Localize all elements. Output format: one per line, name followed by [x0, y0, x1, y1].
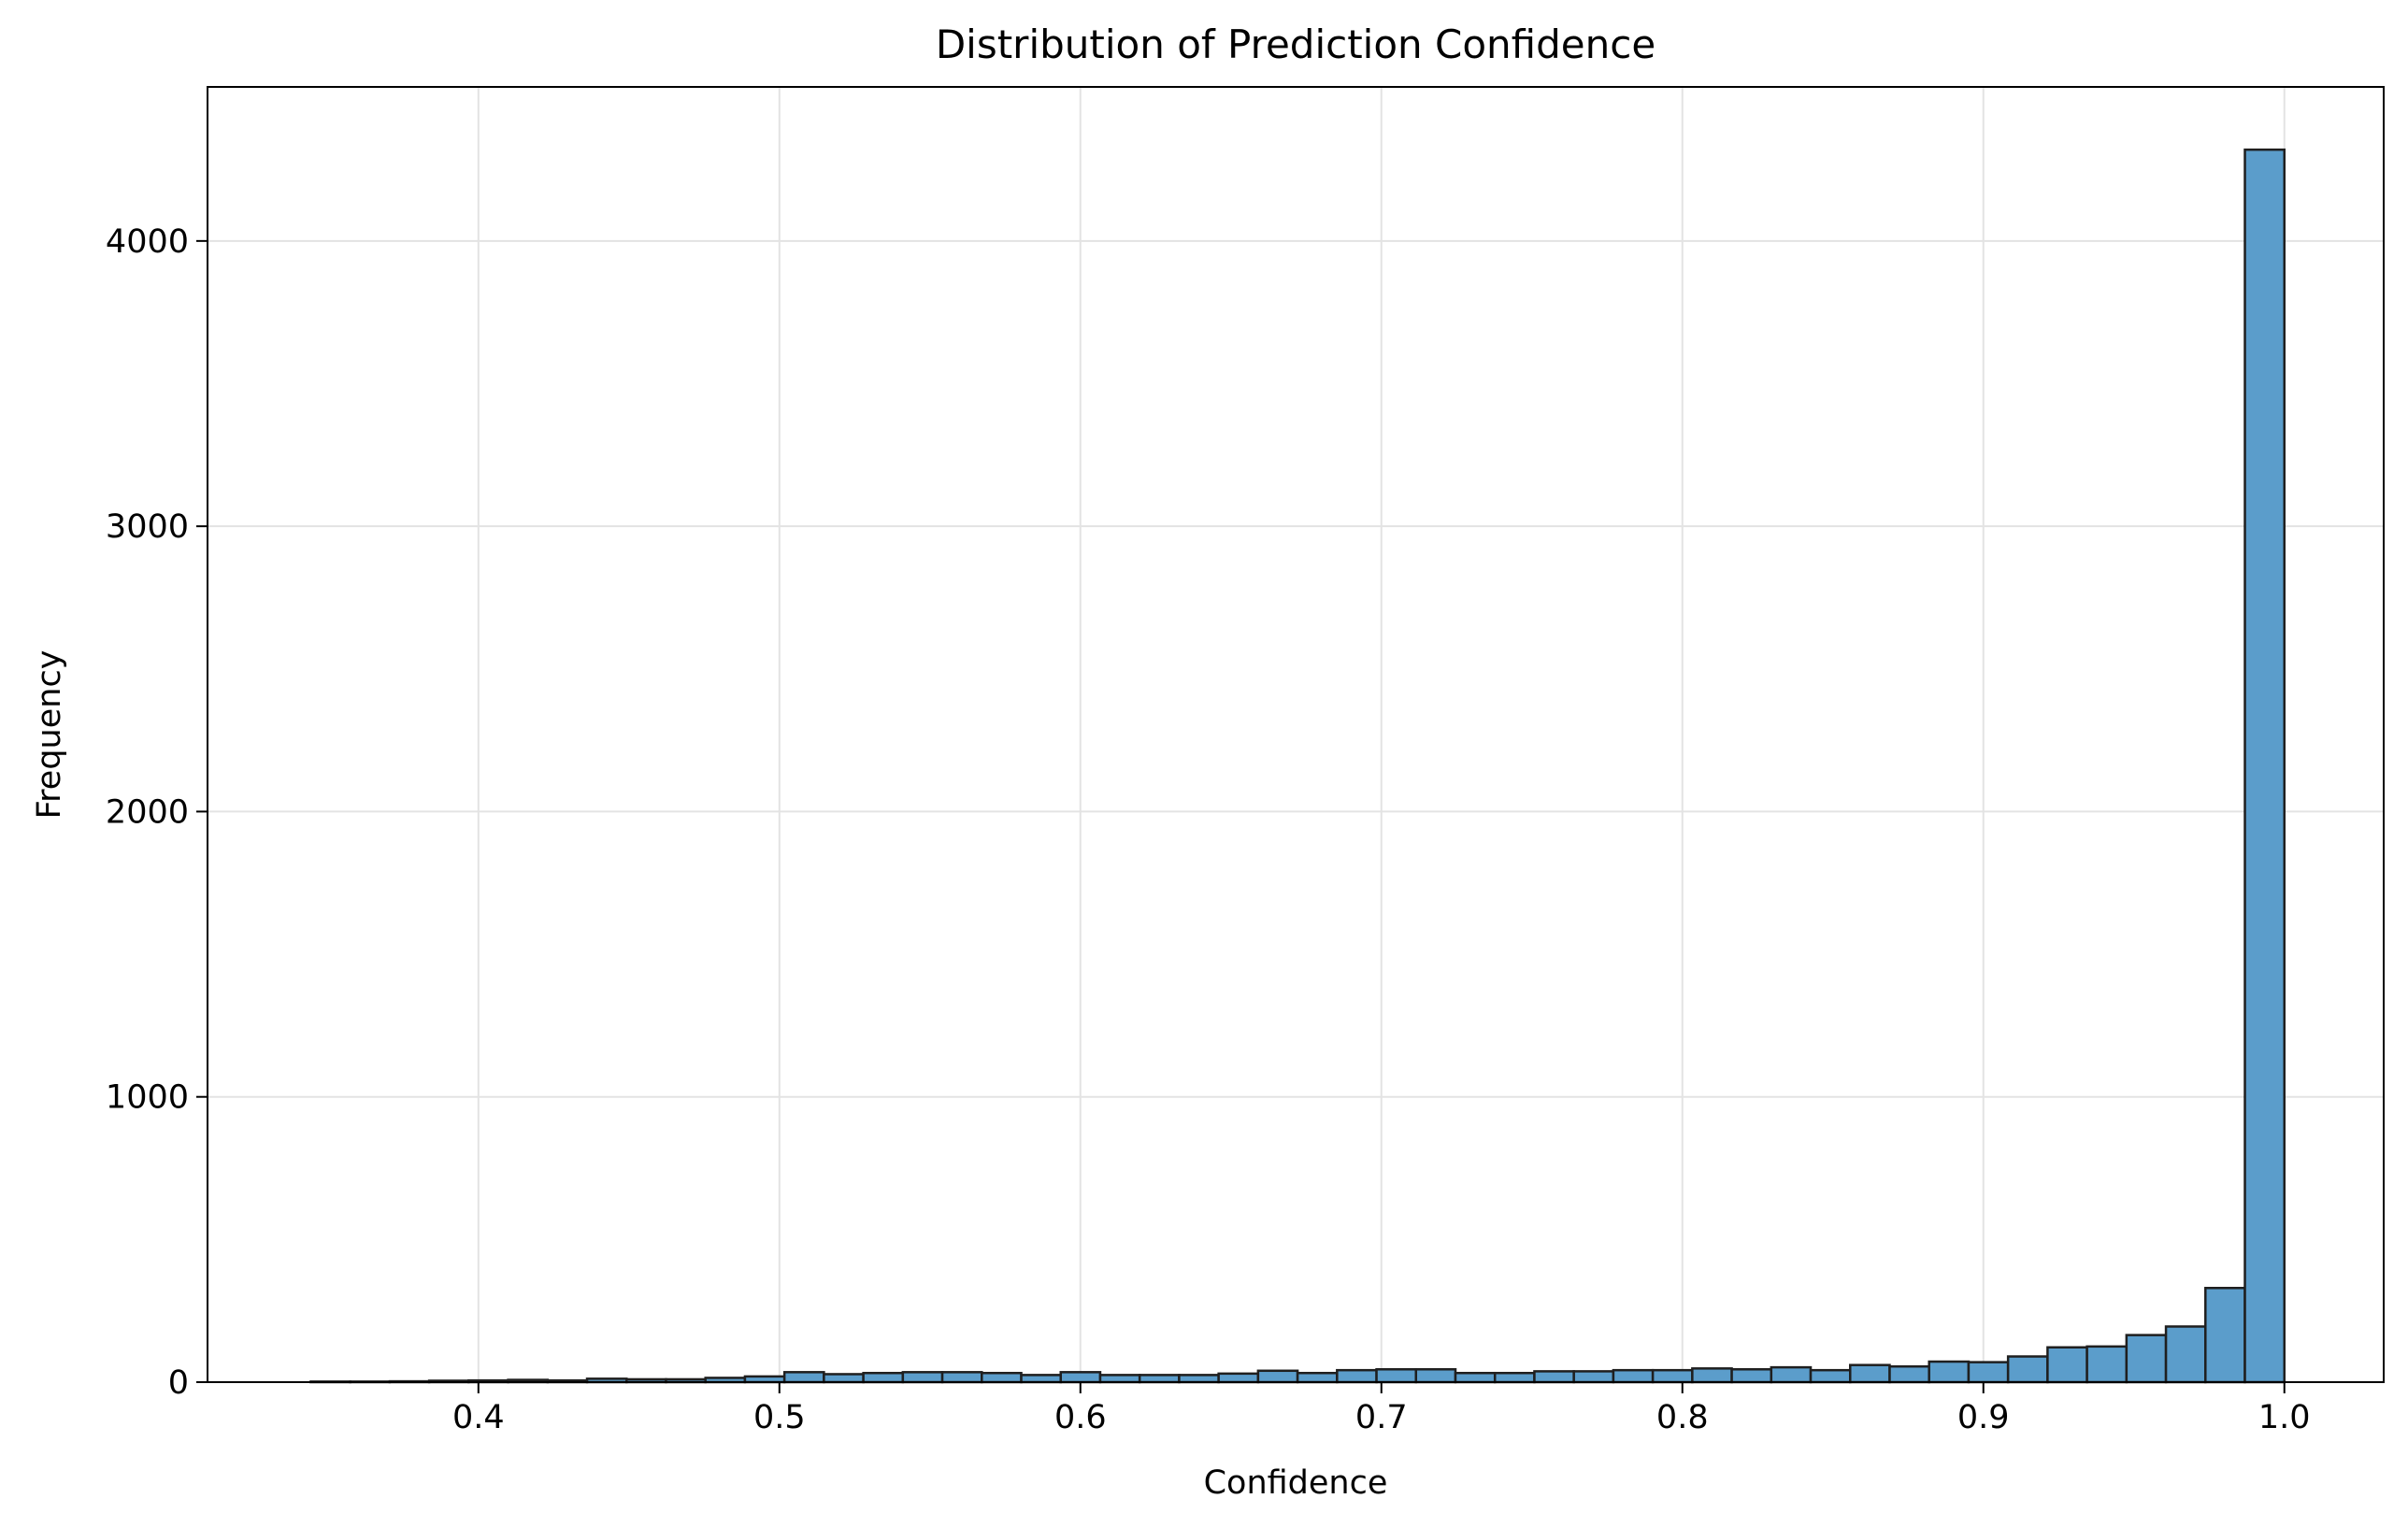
histogram-bar — [1730, 1368, 1773, 1384]
x-tick-label: 0.7 — [1355, 1399, 1408, 1436]
histogram-bar — [1375, 1368, 1418, 1384]
y-tick-label: 3000 — [106, 508, 189, 546]
histogram-bar — [1217, 1372, 1260, 1384]
histogram-bar — [2006, 1355, 2049, 1384]
histogram-bar — [901, 1371, 944, 1384]
histogram-bar — [1651, 1368, 1694, 1384]
histogram-bar — [1572, 1370, 1615, 1384]
histogram-bar — [823, 1373, 865, 1384]
histogram-bar — [1967, 1361, 2010, 1384]
histogram-bar — [1691, 1367, 1733, 1384]
histogram-bar — [1612, 1368, 1655, 1384]
histogram-bar — [1493, 1371, 1536, 1384]
histogram-bar — [1020, 1374, 1062, 1384]
histogram-bar — [1138, 1374, 1181, 1384]
plot-frame — [207, 86, 2385, 1383]
histogram-bar — [1888, 1364, 1930, 1384]
chart-title: Distribution of Prediction Confidence — [936, 21, 1656, 67]
histogram-bar — [1809, 1368, 1852, 1384]
histogram-bar — [1296, 1371, 1339, 1384]
histogram-bar — [1256, 1369, 1299, 1384]
histogram-bar — [981, 1371, 1023, 1384]
histogram-bar — [862, 1371, 905, 1384]
x-axis-ticks: 0.4 0.5 0.6 0.7 0.8 0.9 1.0 — [452, 1382, 2311, 1436]
histogram-bar — [2204, 1287, 2246, 1384]
histogram-bar — [1533, 1370, 1575, 1384]
x-tick-label: 0.6 — [1054, 1399, 1107, 1436]
grid-lines — [208, 87, 2384, 1383]
histogram-bar — [1336, 1368, 1378, 1384]
y-axis-label: Frequency — [31, 650, 68, 820]
histogram-bar — [2125, 1334, 2168, 1384]
y-tick-label: 4000 — [106, 223, 189, 261]
x-tick-label: 0.9 — [1957, 1399, 2010, 1436]
histogram-bar — [940, 1371, 983, 1384]
histogram-bar — [1178, 1374, 1220, 1384]
y-axis-ticks: 0 1000 2000 3000 4000 — [106, 223, 208, 1402]
histogram-bar — [2243, 148, 2286, 1384]
histogram-bar — [1414, 1368, 1457, 1384]
histogram-bar — [1059, 1371, 1102, 1384]
histogram-bar — [1849, 1363, 1891, 1384]
x-tick-label: 0.5 — [753, 1399, 806, 1436]
y-tick-label: 1000 — [106, 1079, 189, 1117]
histogram-bar — [1454, 1371, 1497, 1384]
histogram-bar — [2164, 1325, 2207, 1384]
x-axis-label: Confidence — [1204, 1464, 1388, 1502]
histogram-bar — [1098, 1374, 1141, 1384]
histogram-bar — [2046, 1346, 2088, 1384]
y-tick-label: 2000 — [106, 793, 189, 831]
histogram-bar — [1770, 1365, 1813, 1384]
x-tick-label: 1.0 — [2258, 1399, 2311, 1436]
y-tick-label: 0 — [168, 1364, 189, 1402]
histogram-bar — [782, 1371, 825, 1384]
histogram-bar — [2086, 1345, 2128, 1384]
histogram-bar — [1928, 1360, 1971, 1384]
x-tick-label: 0.8 — [1656, 1399, 1709, 1436]
x-tick-label: 0.4 — [452, 1399, 505, 1436]
